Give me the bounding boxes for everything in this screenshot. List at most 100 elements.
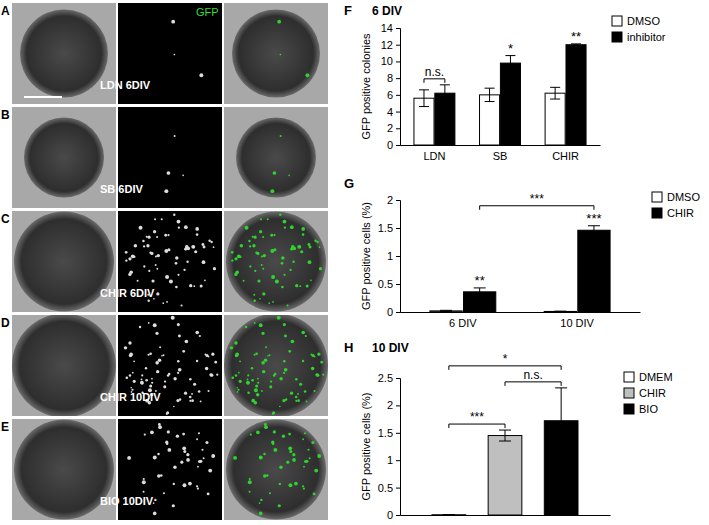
gfp-spot bbox=[291, 340, 295, 344]
gfp-spot bbox=[319, 267, 322, 270]
gfp-spot bbox=[173, 483, 175, 485]
y-tick-label: 14 bbox=[381, 22, 393, 34]
gfp-spot bbox=[216, 374, 218, 376]
error-cap bbox=[440, 311, 452, 312]
error-bar bbox=[554, 311, 566, 312]
gfp-spot bbox=[254, 388, 258, 392]
y-tick-mark bbox=[396, 45, 400, 46]
gfp-spot bbox=[173, 377, 176, 380]
gfp-spot bbox=[263, 254, 266, 257]
gfp-spot bbox=[271, 275, 275, 279]
gfp-spot bbox=[189, 284, 192, 287]
error-cap bbox=[474, 295, 486, 296]
gfp-spot bbox=[283, 323, 286, 326]
gfp-spot bbox=[234, 341, 237, 344]
bar bbox=[500, 63, 520, 145]
gfp-spot bbox=[158, 425, 162, 429]
legend-swatch bbox=[624, 388, 634, 398]
gfp-spot bbox=[290, 248, 293, 251]
y-tick: 2 bbox=[387, 399, 400, 411]
gfp-spot bbox=[288, 174, 290, 176]
error-stem bbox=[510, 56, 511, 71]
gfp-spot bbox=[195, 331, 199, 335]
legend-label: BIO bbox=[639, 403, 658, 415]
gfp-spot bbox=[319, 246, 321, 248]
bar bbox=[432, 514, 466, 515]
error-bar bbox=[443, 514, 455, 515]
gfp-spot bbox=[292, 453, 295, 456]
gfp-spot bbox=[263, 453, 265, 455]
gfp-spot bbox=[272, 301, 274, 303]
gfp-spot bbox=[177, 220, 181, 224]
bar-chart: 00.511.522.5H10 DIVGFP positive cells (%… bbox=[344, 340, 673, 521]
gfp-spot bbox=[153, 512, 157, 516]
image-label: CHIR 10DIV bbox=[100, 391, 161, 403]
y-tick-label: 0 bbox=[387, 139, 393, 151]
gfp-spot bbox=[279, 213, 281, 215]
gfp-spot bbox=[213, 267, 216, 270]
gfp-spot bbox=[288, 433, 291, 436]
gfp-spot bbox=[246, 381, 249, 384]
y-tick-mark bbox=[396, 284, 400, 285]
legend-entry: BIO bbox=[624, 403, 658, 415]
gfp-spot bbox=[292, 458, 296, 462]
gfp-spot bbox=[234, 257, 237, 260]
bar-chart: 02468101214LDNSBCHIRF6 DIVGFP positive c… bbox=[344, 3, 666, 162]
gfp-spot bbox=[293, 247, 296, 250]
x-axis-line bbox=[401, 515, 611, 516]
y-tick-mark bbox=[396, 378, 400, 379]
gfp-spot bbox=[288, 350, 291, 353]
x-axis-line bbox=[401, 145, 601, 146]
gfp-spot bbox=[173, 213, 175, 215]
gfp-spot bbox=[166, 301, 168, 303]
gfp-spot bbox=[259, 512, 263, 516]
gfp-spot bbox=[308, 260, 312, 264]
y-tick-mark bbox=[396, 78, 400, 79]
gfp-spot bbox=[275, 280, 279, 284]
gfp-spot bbox=[172, 504, 175, 507]
y-tick: 12 bbox=[381, 39, 400, 51]
gfp-spot bbox=[200, 284, 203, 287]
gfp-spot bbox=[294, 482, 298, 486]
legend-swatch bbox=[624, 404, 634, 414]
gfp-spot bbox=[269, 385, 272, 388]
significance-bracket bbox=[505, 382, 561, 386]
gfp-spot bbox=[299, 383, 302, 386]
legend-label: CHIR bbox=[667, 207, 694, 219]
gfp-spot bbox=[261, 264, 263, 266]
panel-letter: A bbox=[1, 4, 10, 18]
gfp-spot bbox=[255, 252, 257, 254]
y-axis-title: GFP positive cells (%) bbox=[360, 393, 372, 501]
y-tick: 0 bbox=[387, 306, 400, 318]
gfp-spot bbox=[290, 247, 293, 250]
gfp-spot bbox=[251, 367, 253, 369]
y-tick: 14 bbox=[381, 22, 400, 34]
x-tick: LDN bbox=[423, 145, 445, 162]
gfp-spot bbox=[289, 450, 292, 453]
significance-bracket bbox=[449, 424, 505, 428]
legend-swatch bbox=[612, 32, 622, 42]
y-axis-title: GFP positive colonies bbox=[360, 33, 372, 140]
gfp-spot bbox=[317, 454, 321, 458]
gfp-spot bbox=[255, 384, 258, 387]
error-bar bbox=[505, 56, 515, 71]
plot-area bbox=[414, 44, 586, 145]
gfp-spot bbox=[260, 218, 262, 220]
panel-letter: H bbox=[344, 340, 353, 355]
gfp-spot bbox=[176, 434, 179, 437]
gfp-spot bbox=[253, 236, 256, 239]
micrograph bbox=[224, 107, 328, 208]
gfp-spot bbox=[153, 456, 157, 460]
bar bbox=[545, 93, 565, 145]
gfp-spot bbox=[302, 485, 304, 487]
y-tick-label: 2 bbox=[387, 194, 393, 206]
gfp-spot bbox=[148, 322, 150, 324]
gfp-spot bbox=[201, 243, 204, 246]
gfp-spot bbox=[290, 392, 293, 395]
y-tick-mark bbox=[396, 145, 400, 146]
y-tick-label: 0 bbox=[387, 306, 393, 318]
y-tick-mark bbox=[396, 433, 400, 434]
gfp-spot bbox=[207, 492, 210, 495]
gfp-spot bbox=[320, 361, 323, 364]
gfp-spot bbox=[165, 441, 168, 444]
